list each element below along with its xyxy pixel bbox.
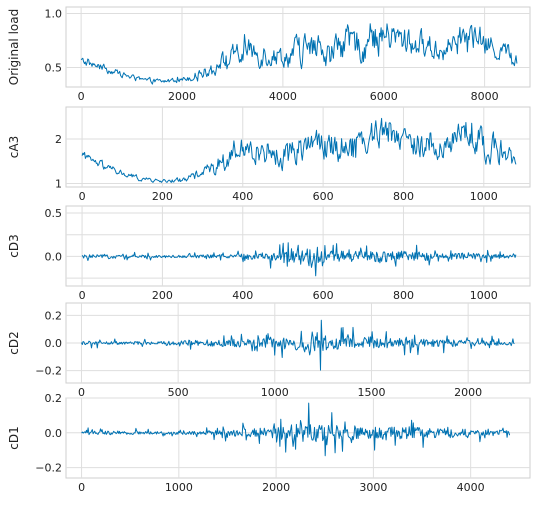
x-tick-label: 4000 [269, 90, 297, 103]
x-tick-label: 0 [78, 481, 85, 494]
x-tick-label: 200 [152, 289, 173, 302]
x-tick-label: 500 [168, 386, 189, 399]
y-tick-label: 0.2 [45, 309, 63, 322]
y-axis-label: cA3 [7, 136, 21, 158]
y-tick-label: 0.5 [45, 62, 63, 75]
y-tick-label: 0.0 [45, 337, 63, 350]
subplot-cd3: 0 200 400 600 800 1000 0.0 0.5 cD3 [7, 205, 531, 302]
series-line [81, 242, 517, 277]
plot-area [65, 106, 531, 188]
series-line [81, 117, 517, 183]
y-axis-label: cD2 [7, 331, 21, 354]
x-tick-label: 0 [78, 90, 85, 103]
subplot-ca3: 0 200 400 600 800 1000 1 2 cA3 [7, 106, 531, 203]
subplot-cd1: 0 1000 2000 3000 4000 −0.2 0.0 0.2 cD1 [7, 392, 531, 494]
y-tick-label: 0.0 [45, 427, 63, 440]
x-tick-label: 2000 [168, 90, 196, 103]
x-tick-label: 1000 [261, 386, 289, 399]
plot-area [65, 6, 531, 88]
plot-area [65, 397, 531, 479]
series-line [81, 319, 515, 371]
x-tick-label: 600 [313, 190, 334, 203]
series-line [80, 23, 518, 85]
x-tick-label: 400 [232, 190, 253, 203]
x-tick-label: 800 [393, 190, 414, 203]
y-tick-label: 1.0 [45, 7, 63, 20]
x-tick-label: 1000 [470, 289, 498, 302]
x-tick-label: 1000 [470, 190, 498, 203]
y-tick-label: −0.2 [35, 462, 62, 475]
x-tick-label: 400 [232, 289, 253, 302]
x-tick-label: 6000 [370, 90, 398, 103]
y-tick-label: 1 [55, 177, 62, 190]
x-tick-label: 1000 [165, 481, 193, 494]
x-tick-label: 0 [78, 386, 85, 399]
x-tick-label: 4000 [457, 481, 485, 494]
x-tick-label: 800 [393, 289, 414, 302]
x-tick-label: 2000 [262, 481, 290, 494]
subplot-original-load: 0 2000 4000 6000 8000 0.5 1.0 Original load [7, 6, 531, 103]
y-axis-label: cD1 [7, 426, 21, 449]
y-tick-label: −0.2 [35, 365, 62, 378]
x-tick-label: 8000 [471, 90, 499, 103]
series-line [81, 402, 511, 457]
x-tick-label: 200 [152, 190, 173, 203]
x-tick-label: 0 [79, 190, 86, 203]
x-tick-label: 3000 [359, 481, 387, 494]
y-tick-label: 0.5 [45, 207, 63, 220]
x-tick-label: 0 [79, 289, 86, 302]
x-tick-label: 2000 [454, 386, 482, 399]
x-tick-label: 600 [313, 289, 334, 302]
y-tick-label: 2 [55, 133, 62, 146]
y-axis-label: cD3 [7, 234, 21, 257]
y-tick-label: 0.2 [45, 392, 63, 405]
x-tick-label: 1500 [357, 386, 385, 399]
y-axis-label: Original load [7, 9, 21, 85]
subplot-cd2: 0 500 1000 1500 2000 −0.2 0.0 0.2 cD2 [7, 302, 531, 399]
y-tick-label: 0.0 [45, 250, 63, 263]
